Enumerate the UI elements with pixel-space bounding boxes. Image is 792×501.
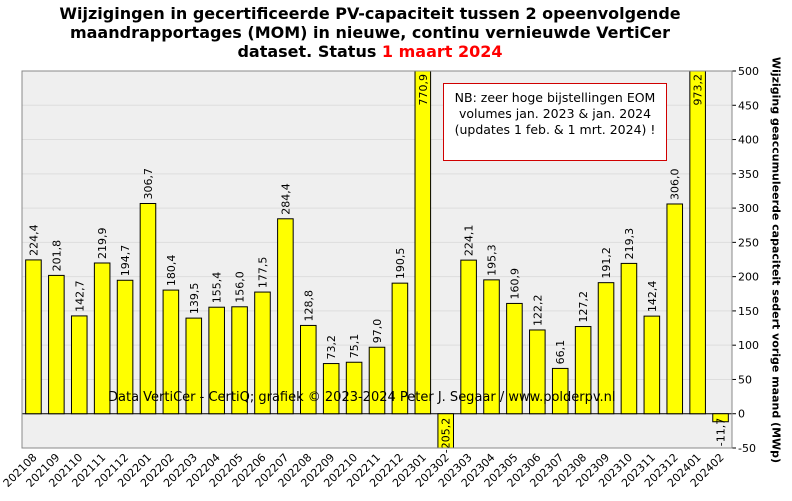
- bar-value-label: 122,2: [531, 294, 544, 326]
- y-tick-label: 150: [738, 305, 759, 318]
- bar: [48, 274, 65, 415]
- bar: [551, 367, 569, 415]
- bar-value-label: 194,7: [119, 245, 132, 277]
- bar: [506, 302, 523, 415]
- bar-value-label: 139,5: [188, 283, 201, 315]
- title-line-3-prefix: dataset. Status: [237, 42, 382, 61]
- bar: [208, 306, 225, 415]
- bar: [597, 282, 615, 415]
- y-tick-label: 0: [738, 408, 745, 421]
- bar: [185, 317, 203, 415]
- credit-text: Data VertiCer - CertiQ; grafiek © 2023-2…: [108, 390, 616, 405]
- y-tick-label: 50: [738, 373, 752, 386]
- title-line-2: maandrapportages (MOM) in nieuwe, contin…: [69, 23, 671, 42]
- bar-value-label: 201,8: [50, 240, 63, 272]
- title-date-highlight: 1 maart 2024: [381, 42, 503, 61]
- y-axis-label: Wijziging geaccumuleerde capaciteit sede…: [769, 56, 783, 464]
- bar-value-label: 156,0: [234, 271, 247, 302]
- bar: [93, 262, 111, 415]
- bar-value-label: 142,4: [646, 281, 659, 313]
- bar: [139, 202, 157, 415]
- bar-value-label: 127,2: [577, 291, 590, 323]
- bar-value-label: -11,7: [715, 418, 728, 446]
- bar-value-label: 224,1: [463, 225, 476, 257]
- bar-value-label: 770,9: [417, 74, 430, 106]
- bar-value-label: 190,5: [394, 248, 407, 280]
- bar-value-label: 128,8: [302, 290, 315, 322]
- bar: [277, 218, 294, 415]
- bar-value-label: 191,2: [600, 247, 613, 279]
- bar: [712, 413, 729, 423]
- bar-value-label: -205,2: [440, 418, 453, 453]
- bar-value-label: 160,9: [508, 268, 521, 300]
- bar-value-label: 306,7: [142, 168, 155, 200]
- y-tick-label: 200: [738, 271, 759, 284]
- bar: [25, 259, 42, 415]
- bar-value-label: 224,4: [27, 224, 40, 256]
- plot-border: [21, 70, 733, 449]
- bar: [368, 346, 386, 415]
- bar: [231, 306, 248, 415]
- bar: [666, 203, 684, 415]
- y-tick-label: 500: [738, 65, 759, 78]
- bar: [529, 329, 546, 415]
- bar: [574, 326, 592, 415]
- bar: [643, 315, 661, 415]
- title-line-3: dataset. Status 1 maart 2024: [40, 42, 700, 61]
- bar-value-label: 306,0: [669, 168, 682, 200]
- bar: [345, 361, 363, 415]
- bar: [254, 291, 271, 415]
- y-tick-label: 400: [738, 134, 759, 147]
- bar-value-label: 66,1: [554, 340, 567, 365]
- bar-value-label: 97,0: [371, 319, 384, 344]
- bar: [414, 70, 432, 415]
- title-line-1: Wijzigingen in gecertificeerde PV-capaci…: [59, 4, 681, 23]
- bar-value-label: 219,9: [96, 227, 109, 259]
- y-tick-label: 250: [738, 236, 759, 249]
- bar-value-label: 75,1: [348, 334, 361, 359]
- y-tick-label: -50: [738, 442, 756, 455]
- y-tick-label: 350: [738, 168, 759, 181]
- bar-value-label: 195,3: [486, 244, 499, 275]
- bar: [322, 363, 340, 415]
- bar: [689, 70, 706, 415]
- bar: [391, 282, 409, 415]
- bar: [116, 279, 134, 415]
- bar-value-label: 973,2: [692, 74, 705, 106]
- bar-value-label: 73,2: [325, 335, 338, 360]
- bar-value-label: 177,5: [256, 257, 269, 289]
- chart-title: Wijzigingen in gecertificeerde PV-capaci…: [40, 4, 700, 61]
- bar-value-label: 284,4: [279, 183, 292, 215]
- bar-value-label: 155,4: [211, 272, 224, 304]
- annotation-note: NB: zeer hoge bijstellingen EOM volumes …: [443, 83, 667, 161]
- y-tick-label: 450: [738, 99, 759, 112]
- bar: [483, 279, 500, 415]
- bar-value-label: 180,4: [165, 255, 178, 287]
- bar-value-label: 219,3: [623, 228, 636, 260]
- bar: [620, 262, 638, 415]
- y-tick-label: 300: [738, 202, 759, 215]
- y-tick-label: 100: [738, 339, 759, 352]
- bar: [162, 289, 180, 415]
- bar-value-label: 142,7: [73, 280, 86, 312]
- bar: [460, 259, 477, 415]
- bar: [70, 315, 88, 415]
- bar: [300, 324, 317, 415]
